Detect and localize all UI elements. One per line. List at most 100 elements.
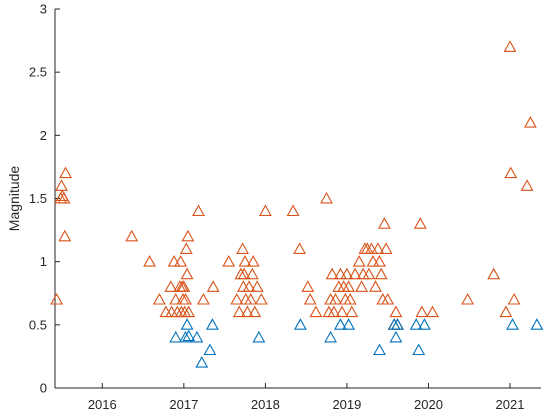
data-point-series-2 <box>169 330 183 343</box>
data-point-series-1 <box>461 292 475 305</box>
data-point-series-1 <box>58 229 72 242</box>
data-point-series-1 <box>379 242 393 254</box>
data-point-series-1 <box>242 280 256 292</box>
data-point-series-1 <box>413 217 427 229</box>
y-tick-label: 2.5 <box>29 65 47 80</box>
data-point-series-1 <box>371 242 385 254</box>
x-tick-label: 2018 <box>251 397 280 412</box>
data-point-series-1 <box>174 255 188 267</box>
x-tick-label: 2017 <box>169 397 198 412</box>
data-point-series-1 <box>159 305 173 318</box>
data-point-series-1 <box>182 305 196 318</box>
data-point-series-1 <box>504 166 518 179</box>
data-point-series-1 <box>244 292 258 305</box>
data-point-series-2 <box>506 318 519 330</box>
data-point-series-1 <box>335 305 349 318</box>
data-point-series-1 <box>320 191 333 204</box>
data-point-series-1 <box>57 191 71 204</box>
data-point-series-1 <box>236 280 250 292</box>
data-point-series-1 <box>50 292 64 305</box>
data-point-series-1 <box>245 267 259 280</box>
data-point-series-1 <box>342 280 356 292</box>
data-point-series-1 <box>507 292 521 305</box>
data-point-series-1 <box>345 305 359 318</box>
data-point-series-1 <box>499 305 513 318</box>
data-point-series-1 <box>503 40 517 52</box>
data-point-series-1 <box>286 204 300 217</box>
data-point-series-1 <box>366 255 380 267</box>
data-point-series-1 <box>230 292 244 305</box>
data-point-series-1 <box>348 267 362 280</box>
data-point-series-1 <box>377 217 391 229</box>
data-point-series-2 <box>412 343 426 356</box>
data-point-series-2 <box>342 318 356 330</box>
data-point-series-1 <box>181 229 195 242</box>
data-point-series-2 <box>293 318 307 330</box>
y-tick-label: 0 <box>40 381 47 396</box>
x-ticks: 2016 2017 2018 2019 2020 2021 <box>88 383 524 412</box>
data-point-series-2 <box>203 343 217 356</box>
data-point-series-1 <box>164 280 178 292</box>
y-tick-label: 2 <box>40 128 47 143</box>
data-point-series-2 <box>195 356 209 368</box>
data-point-series-1 <box>152 292 166 305</box>
data-point-series-1 <box>364 242 378 254</box>
data-point-series-1 <box>237 267 251 280</box>
data-point-series-1 <box>523 116 537 128</box>
data-point-series-1 <box>250 280 264 292</box>
x-tick-label: 2020 <box>414 397 443 412</box>
data-point-series-1 <box>222 255 236 267</box>
data-point-series-1 <box>374 267 388 280</box>
data-point-series-1 <box>238 255 252 267</box>
data-point-series-2 <box>389 330 403 343</box>
data-point-series-1 <box>192 204 205 217</box>
y-tick-label: 3 <box>40 2 47 17</box>
data-point-series-1 <box>55 179 68 191</box>
y-tick-label: 1 <box>40 254 47 269</box>
data-point-series-1 <box>415 305 429 318</box>
data-point-series-1 <box>327 305 341 318</box>
data-point-series-1 <box>248 305 262 318</box>
data-point-series-1 <box>373 255 386 267</box>
y-tick-label: 0.5 <box>29 317 47 332</box>
data-point-series-1 <box>293 242 307 254</box>
data-point-series-1 <box>381 292 395 305</box>
data-point-series-2 <box>324 330 338 343</box>
data-point-series-1 <box>240 305 254 318</box>
data-markers <box>50 40 544 368</box>
data-point-series-1 <box>254 292 268 305</box>
y-tick-label: 1.5 <box>29 191 47 206</box>
axes <box>54 9 541 389</box>
data-point-series-1 <box>180 267 194 280</box>
data-point-series-1 <box>520 179 534 191</box>
data-point-series-1 <box>487 267 501 280</box>
data-point-series-1 <box>143 255 157 267</box>
data-point-series-2 <box>333 318 347 330</box>
data-point-series-1 <box>426 305 439 318</box>
data-point-series-2 <box>409 318 423 330</box>
data-point-series-1 <box>355 280 369 292</box>
data-point-series-1 <box>232 305 246 318</box>
data-point-series-1 <box>301 280 315 292</box>
data-point-series-1 <box>179 242 193 254</box>
data-point-series-1 <box>309 305 323 318</box>
data-point-series-1 <box>246 255 260 267</box>
data-point-series-1 <box>59 166 73 179</box>
data-point-series-2 <box>391 318 404 330</box>
data-point-series-1 <box>167 255 181 267</box>
x-tick-label: 2019 <box>332 397 361 412</box>
data-point-series-1 <box>258 204 272 217</box>
data-point-series-2 <box>182 329 196 342</box>
data-point-series-1 <box>165 305 179 318</box>
y-axis-label: Magnitude <box>6 166 22 232</box>
data-point-series-1 <box>179 292 192 305</box>
data-point-series-2 <box>417 318 431 330</box>
data-point-series-1 <box>329 292 342 305</box>
data-point-series-2 <box>179 330 192 343</box>
data-point-series-1 <box>125 229 139 242</box>
data-point-series-2 <box>252 330 266 343</box>
data-point-series-2 <box>180 318 194 330</box>
x-tick-label: 2016 <box>88 397 117 412</box>
data-point-series-1 <box>196 292 210 305</box>
